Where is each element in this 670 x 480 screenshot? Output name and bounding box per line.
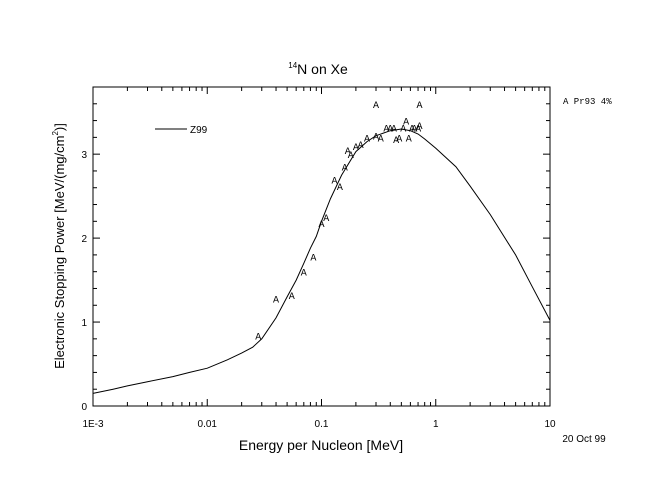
title-main: N on Xe — [297, 61, 348, 77]
x-tick-label-2: 0.1 — [315, 419, 329, 430]
data-point-6: A — [323, 214, 329, 225]
data-point-28: A — [416, 101, 422, 112]
side-legend: A Pr93 4% — [563, 97, 612, 107]
axis-tick-labels: 1E-3 0.01 0.1 1 10 0 1 2 3 — [81, 150, 556, 430]
title-superscript: 14 — [288, 61, 297, 70]
data-point-20: A — [393, 136, 399, 147]
data-point-2: A — [289, 292, 295, 303]
data-point-14: A — [364, 134, 370, 145]
data-point-19: A — [391, 124, 397, 135]
x-tick-label-0: 1E-3 — [82, 419, 104, 430]
axis-ticks — [92, 87, 551, 407]
data-point-15: A — [373, 133, 379, 144]
data-point-3: A — [301, 269, 307, 280]
date-note: 20 Oct 99 — [562, 434, 606, 445]
data-point-29: A — [373, 101, 379, 112]
x-tick-label-1: 0.01 — [198, 419, 218, 430]
data-point-25: A — [409, 124, 415, 135]
y-tick-label-0: 0 — [81, 402, 87, 413]
data-point-21: A — [396, 134, 402, 145]
data-point-5: A — [318, 220, 324, 231]
data-point-16: A — [378, 134, 384, 145]
data-point-0: A — [255, 333, 261, 344]
plot-frame — [92, 86, 551, 407]
data-point-17: A — [383, 124, 389, 135]
data-point-13: A — [358, 141, 364, 152]
data-point-22: A — [400, 124, 406, 135]
data-point-7: A — [331, 176, 337, 187]
y-axis-label-pre: Electronic Stopping Power [MeV/(mg/cm — [52, 136, 67, 369]
data-point-12: A — [353, 143, 359, 154]
data-point-8: A — [337, 183, 343, 194]
data-point-24: A — [406, 134, 412, 145]
data-point-4: A — [310, 254, 316, 265]
data-point-26: A — [411, 124, 417, 135]
chart-title: 14N on Xe — [288, 61, 348, 77]
data-point-30: A — [416, 122, 422, 133]
data-point-9: A — [342, 164, 348, 175]
x-axis-label: Energy per Nucleon [MeV] — [239, 437, 403, 453]
y-tick-label-2: 2 — [81, 234, 87, 245]
z99-curve — [92, 128, 551, 394]
legend-line-label: Z99 — [190, 125, 208, 136]
x-tick-label-3: 1 — [433, 419, 439, 430]
y-axis-label-sup: 2 — [51, 131, 60, 136]
data-point-11: A — [348, 151, 354, 162]
data-point-10: A — [345, 147, 351, 158]
data-point-27: A — [415, 124, 421, 135]
y-axis-label: Electronic Stopping Power [MeV/(mg/cm2)] — [51, 123, 67, 369]
y-axis-label-post: )] — [52, 123, 67, 131]
data-point-18: A — [387, 124, 393, 135]
x-tick-label-4: 10 — [544, 419, 556, 430]
y-tick-label-1: 1 — [81, 318, 87, 329]
data-point-1: A — [273, 296, 279, 307]
y-tick-label-3: 3 — [81, 150, 87, 161]
data-point-23: A — [403, 118, 409, 129]
